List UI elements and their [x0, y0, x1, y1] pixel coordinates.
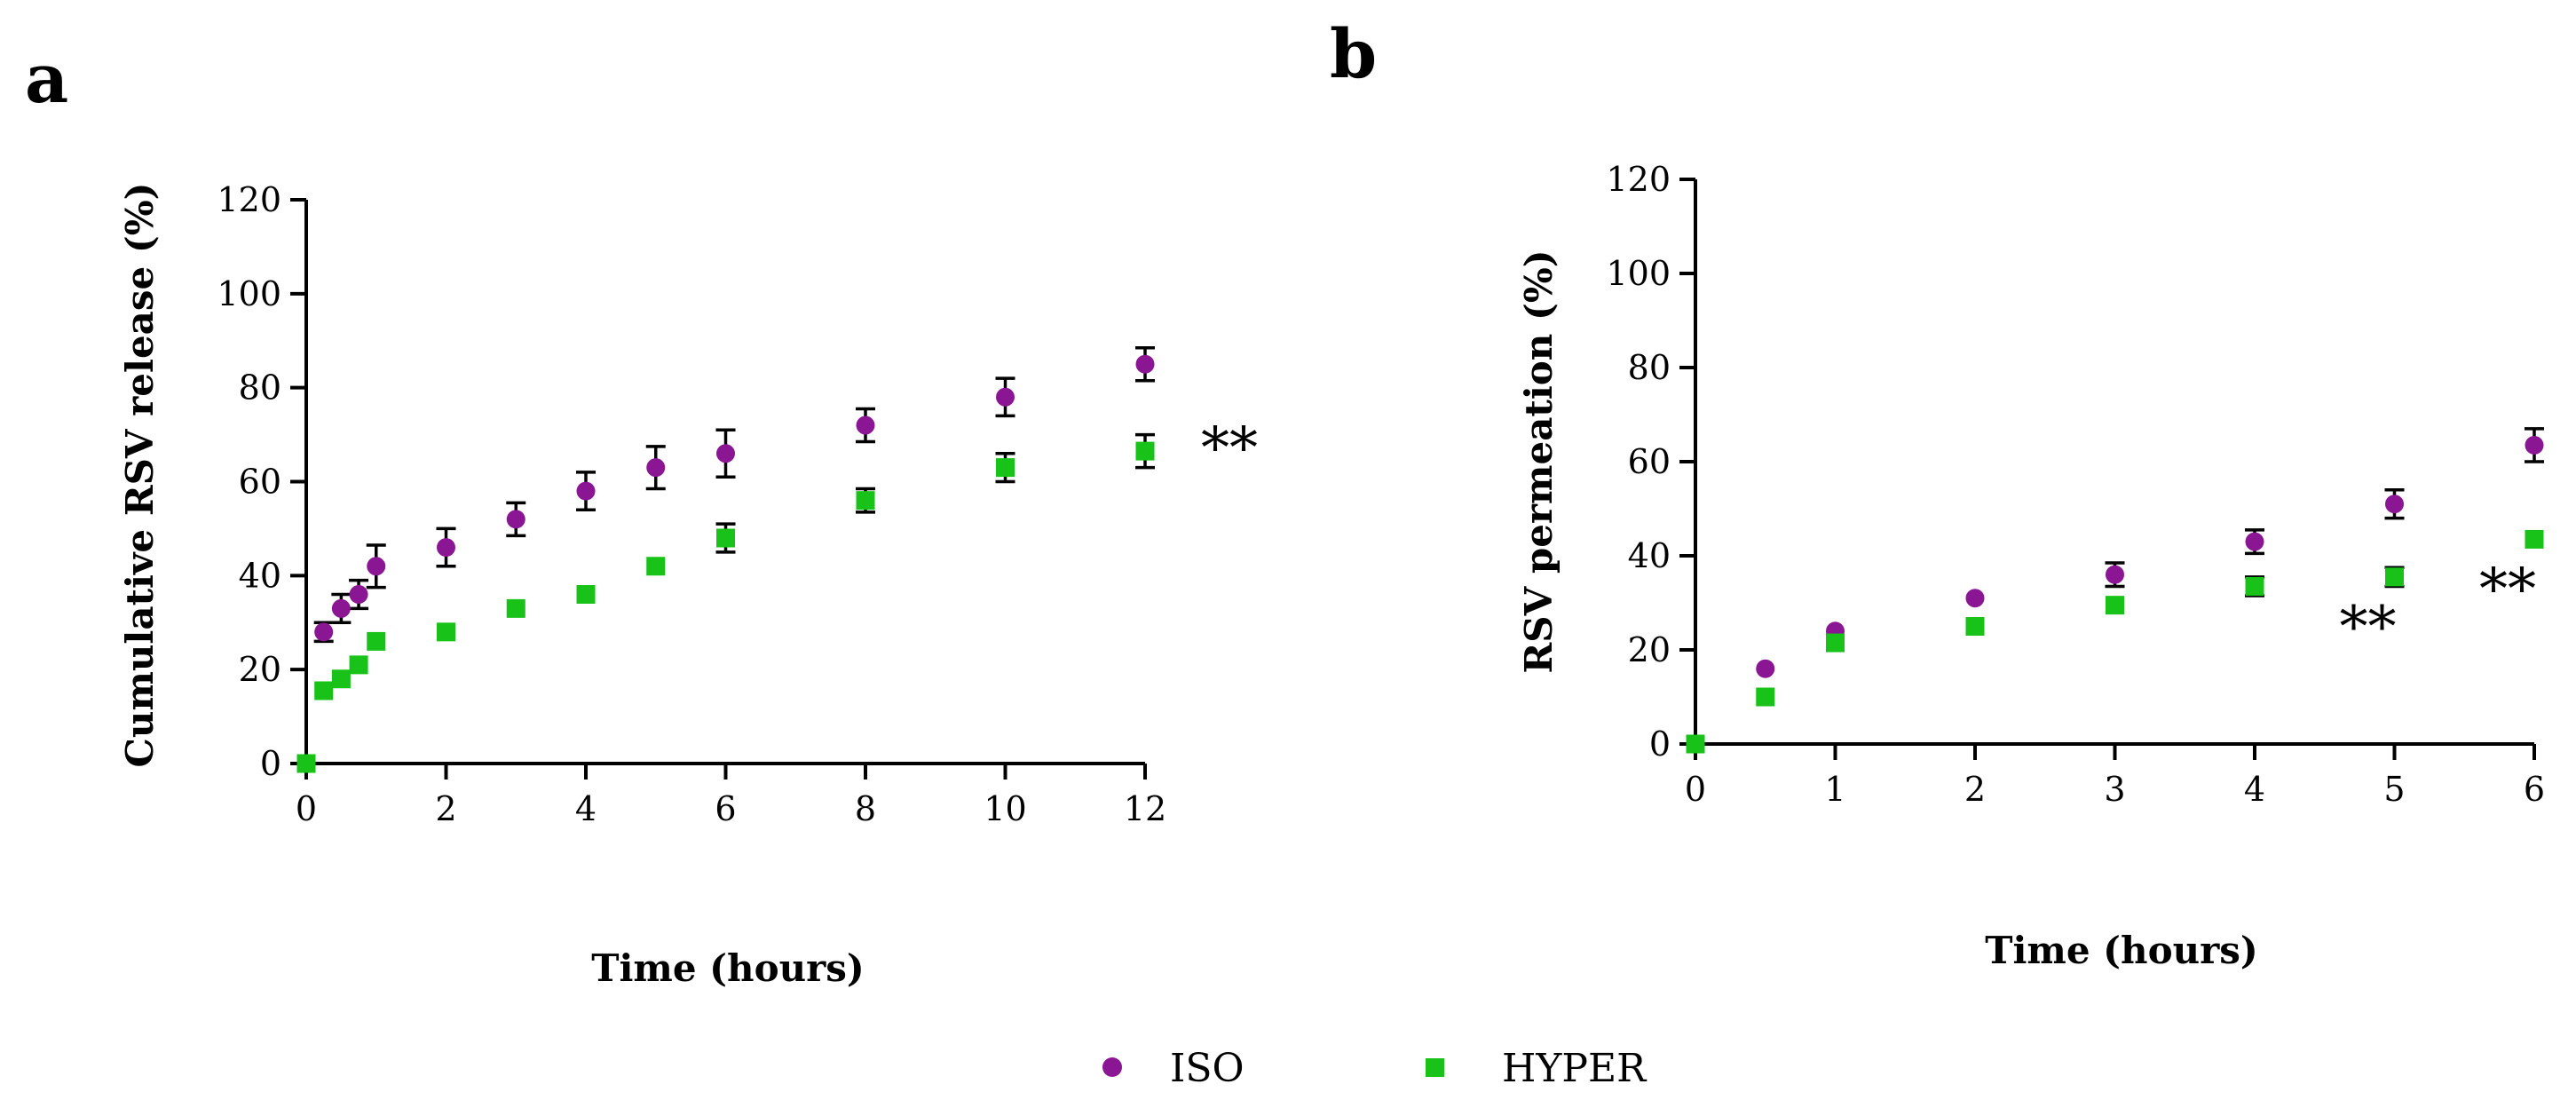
data-point-iso-panel-a [367, 557, 386, 576]
data-point-hyper-panel-b [1756, 687, 1775, 707]
data-point-iso-panel-a [856, 416, 875, 435]
x-tick-label-panel-b: 2 [1964, 770, 1986, 809]
data-point-iso-panel-a [331, 598, 351, 618]
x-tick-label-panel-a: 4 [575, 789, 597, 828]
x-tick-label-panel-a: 10 [984, 789, 1026, 828]
data-point-hyper-panel-a [437, 622, 455, 642]
data-point-hyper-panel-b [1965, 617, 1985, 636]
data-point-hyper-panel-b [2385, 567, 2404, 587]
x-axis-title-b: Time (hours) [1985, 929, 2258, 972]
data-point-iso-panel-a [716, 444, 735, 463]
data-point-iso-panel-b [2106, 565, 2124, 584]
significance-marker-panel-a: ** [1201, 416, 1258, 482]
y-tick-label-panel-a: 20 [239, 650, 281, 689]
data-point-hyper-panel-a [506, 598, 525, 618]
x-tick-label-panel-a: 2 [435, 789, 456, 828]
y-tick-label-panel-b: 80 [1628, 348, 1671, 387]
x-tick-label-panel-a: 12 [1124, 789, 1166, 828]
data-point-iso-panel-b [2525, 435, 2544, 455]
x-tick-label-panel-a: 8 [855, 789, 876, 828]
data-point-hyper-panel-a [646, 557, 666, 576]
data-point-hyper-panel-b [2525, 529, 2544, 549]
x-tick-label-panel-a: 6 [715, 789, 736, 828]
data-point-hyper-panel-a [856, 491, 875, 510]
data-point-hyper-panel-b [2245, 576, 2264, 596]
data-point-hyper-panel-a [716, 528, 735, 548]
y-tick-label-panel-b: 20 [1628, 630, 1671, 669]
data-point-iso-panel-a [1135, 354, 1155, 374]
data-point-hyper-panel-a [1135, 441, 1155, 461]
data-point-hyper-panel-a [996, 458, 1015, 478]
data-point-iso-panel-b [2385, 495, 2404, 514]
data-point-iso-panel-a [506, 510, 525, 529]
data-point-iso-panel-a [349, 585, 368, 604]
data-point-iso-panel-b [2245, 532, 2264, 551]
x-tick-label-panel-b: 4 [2244, 770, 2265, 809]
data-point-iso-panel-a [314, 622, 334, 642]
data-point-iso-panel-b [1965, 589, 1985, 608]
data-point-hyper-panel-b [1826, 633, 1845, 653]
data-point-hyper-panel-a [314, 681, 334, 700]
data-point-iso-panel-a [437, 538, 455, 558]
legend-marker-hyper [1426, 1058, 1444, 1077]
y-tick-label-panel-a: 120 [217, 180, 281, 219]
y-tick-label-panel-a: 60 [239, 463, 281, 502]
y-tick-label-panel-a: 100 [217, 274, 281, 313]
x-tick-label-panel-b: 6 [2524, 770, 2545, 809]
x-tick-label-panel-a: 0 [296, 789, 317, 828]
data-point-iso-panel-a [996, 387, 1015, 407]
x-tick-label-panel-b: 0 [1685, 770, 1706, 809]
panel-label-a: a [25, 39, 68, 118]
y-tick-label-panel-b: 100 [1606, 254, 1671, 293]
y-tick-label-panel-b: 120 [1606, 160, 1671, 199]
y-tick-label-panel-b: 60 [1628, 442, 1671, 481]
data-point-hyper-panel-a [576, 585, 596, 604]
data-point-iso-panel-b [1756, 659, 1775, 678]
data-point-iso-panel-a [646, 458, 666, 478]
significance-marker-panel-b: ** [2340, 595, 2397, 661]
data-point-hyper-panel-a [349, 655, 368, 675]
data-point-hyper-panel-a [296, 754, 316, 773]
data-point-iso-panel-a [576, 481, 596, 501]
legend-label-hyper: HYPER [1502, 1046, 1648, 1091]
data-point-hyper-panel-b [1686, 734, 1705, 754]
x-tick-label-panel-b: 1 [1824, 770, 1845, 809]
panel-label-b: b [1330, 14, 1377, 93]
data-point-hyper-panel-b [2106, 596, 2124, 615]
y-axis-title-a: Cumulative RSV release (%) [118, 182, 162, 767]
significance-marker-panel-b: ** [2479, 557, 2536, 622]
y-tick-label-panel-b: 40 [1628, 536, 1671, 575]
y-tick-label-panel-a: 40 [239, 556, 281, 595]
legend-label-iso: ISO [1170, 1046, 1245, 1091]
y-axis-title-b: RSV permeation (%) [1517, 249, 1561, 673]
y-tick-label-panel-a: 0 [260, 744, 281, 783]
x-axis-title-a: Time (hours) [591, 946, 865, 990]
data-point-hyper-panel-a [367, 631, 386, 651]
y-tick-label-panel-b: 0 [1649, 724, 1671, 764]
x-tick-label-panel-b: 3 [2104, 770, 2125, 809]
y-tick-label-panel-a: 80 [239, 368, 281, 408]
data-point-hyper-panel-a [331, 669, 351, 689]
x-tick-label-panel-b: 5 [2383, 770, 2405, 809]
legend: ISO HYPER [1102, 1046, 1648, 1091]
legend-marker-iso [1102, 1057, 1122, 1077]
